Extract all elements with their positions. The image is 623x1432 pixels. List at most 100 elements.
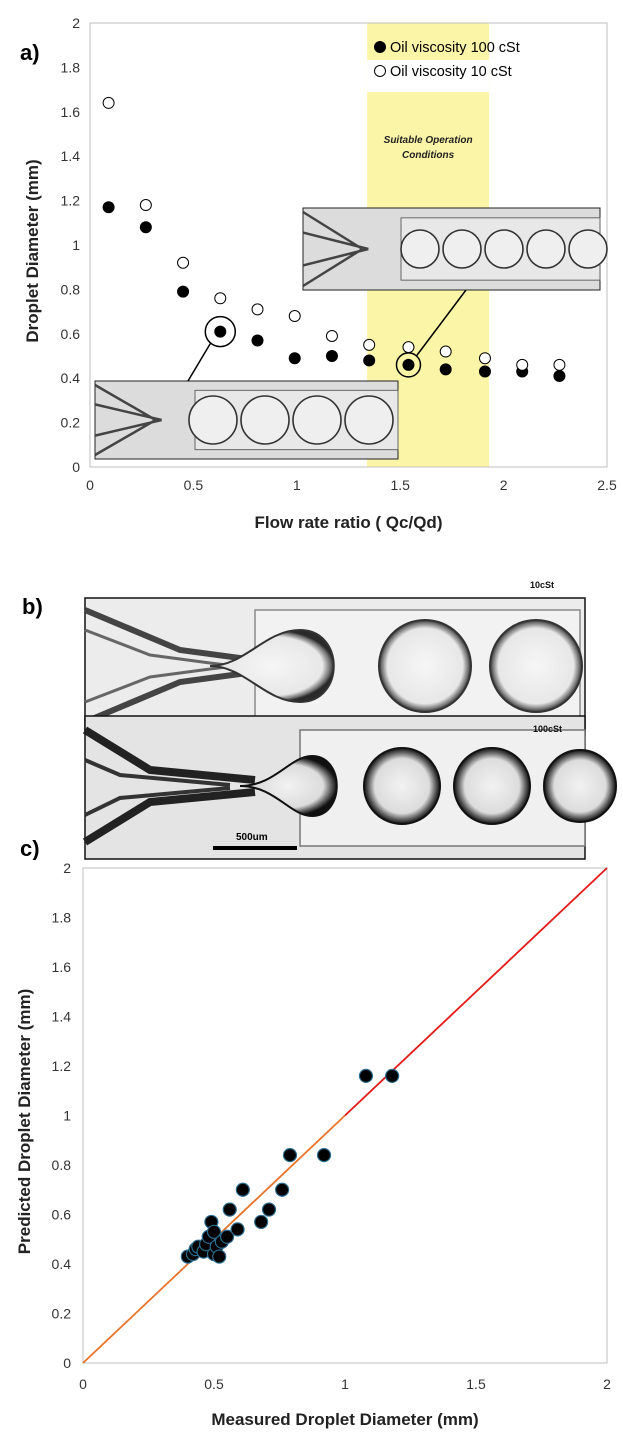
data-point-100cst xyxy=(177,285,190,298)
data-point-100cst xyxy=(139,221,152,234)
y-tick-label: 0 xyxy=(63,1355,71,1371)
data-point-100cst xyxy=(402,358,415,371)
data-point-10cst xyxy=(102,96,115,109)
inset-junction xyxy=(302,210,369,288)
data-point-10cst xyxy=(439,345,452,358)
y-tick-label: 1.6 xyxy=(61,104,81,120)
x-tick-label: 2 xyxy=(500,477,508,493)
y-tick-label: 0 xyxy=(72,459,80,475)
x-tick-label: 1 xyxy=(293,477,301,493)
y-axis-title: Predicted Droplet Diameter (mm) xyxy=(15,989,34,1254)
inset-droplet xyxy=(568,229,608,269)
legend-label: Oil viscosity 10 cSt xyxy=(390,64,512,80)
data-point-10cst xyxy=(478,352,491,365)
panel-label-a: a) xyxy=(20,40,40,65)
y-tick-label: 0.2 xyxy=(52,1306,72,1322)
x-tick-label: 1.5 xyxy=(466,1376,486,1392)
y-tick-label: 1.6 xyxy=(52,959,72,975)
legend-backdrop xyxy=(367,60,490,92)
data-point xyxy=(206,1224,222,1239)
inset-droplet xyxy=(484,229,524,269)
data-point xyxy=(275,1182,290,1197)
data-point-100cst xyxy=(363,354,376,367)
identity-line-upper xyxy=(344,867,608,1117)
x-tick-label: 1 xyxy=(341,1376,349,1392)
data-point-10cst xyxy=(177,256,190,269)
micrograph-panel-b: b) 10cSt 100cSt 500um c) xyxy=(20,580,617,860)
data-point xyxy=(220,1229,235,1244)
inset-droplet xyxy=(240,395,290,445)
label-100cst: 100cSt xyxy=(533,724,562,734)
x-tick-label: 2.5 xyxy=(597,477,617,493)
callout-line xyxy=(415,289,467,357)
x-tick-label: 0.5 xyxy=(204,1376,224,1392)
y-tick-label: 0.4 xyxy=(61,370,81,386)
x-tick-label: 1.5 xyxy=(390,477,410,493)
y-tick-label: 1.8 xyxy=(61,59,81,75)
data-point-100cst xyxy=(288,352,301,365)
y-tick-label: 0.4 xyxy=(52,1256,72,1272)
micrograph-100cst: 100cSt 500um xyxy=(82,715,617,860)
inset-droplet xyxy=(442,229,482,269)
data-point xyxy=(235,1182,250,1197)
data-point xyxy=(230,1222,245,1237)
data-point-100cst xyxy=(325,350,338,362)
data-point-100cst xyxy=(214,325,227,338)
data-point xyxy=(222,1202,237,1217)
y-tick-label: 0.8 xyxy=(61,281,81,297)
data-point xyxy=(254,1214,269,1230)
data-point-100cst xyxy=(553,369,566,382)
y-axis-title: Droplet Diameter (mm) xyxy=(23,159,42,342)
inset-junction xyxy=(94,383,162,457)
inset-droplet xyxy=(526,229,566,269)
data-point-10cst xyxy=(402,341,415,354)
callout-line xyxy=(187,343,211,382)
data-point xyxy=(385,1068,400,1083)
y-tick-label: 1 xyxy=(63,1108,71,1124)
data-point-100cst xyxy=(439,363,452,376)
data-point-10cst xyxy=(325,330,338,343)
x-axis-title: Flow rate ratio ( Qc/Qd) xyxy=(255,513,443,532)
panel-label-b: b) xyxy=(22,594,43,619)
micrograph-inset-100cst xyxy=(94,380,399,460)
data-point xyxy=(212,1249,227,1264)
panel-label-c: c) xyxy=(20,836,40,860)
data-point-100cst xyxy=(251,334,264,347)
y-tick-label: 1.2 xyxy=(61,193,81,209)
y-tick-label: 1 xyxy=(72,237,80,253)
data-point-100cst xyxy=(478,365,491,378)
plot-frame xyxy=(82,867,608,1364)
label-10cst: 10cSt xyxy=(530,580,554,590)
chart-c: 0 0.2 0.4 0.6 0.8 1 1.2 1.4 1.6 1.8 2 0 0.5 1 1.5 2 Meas… xyxy=(15,860,611,1429)
y-tick-label: 2 xyxy=(72,15,80,31)
data-point xyxy=(358,1068,374,1083)
data-point-10cst xyxy=(251,303,264,316)
legend-marker xyxy=(374,65,386,77)
data-point-10cst xyxy=(139,199,152,212)
data-point-10cst xyxy=(363,338,376,351)
data-point-10cst xyxy=(214,292,227,305)
legend-marker xyxy=(374,41,386,53)
data-point-10cst xyxy=(288,310,301,323)
inset-droplet xyxy=(292,395,342,445)
data-point xyxy=(261,1202,277,1217)
x-tick-label: 2 xyxy=(603,1376,611,1392)
callout-ring xyxy=(204,315,237,348)
y-tick-label: 0.6 xyxy=(52,1207,72,1223)
y-tick-label: 2 xyxy=(63,860,71,876)
x-tick-label: 0 xyxy=(86,477,94,493)
micrograph-10cst: 10cSt xyxy=(83,580,586,735)
inset-droplet xyxy=(344,395,394,445)
legend-label: Oil viscosity 100 cSt xyxy=(390,40,520,56)
chart-a: a) 0 0.2 0.4 0.6 0.8 1 1.2 1.4 1.6 1.8 2 0 0.5 1 1.5 2 2… xyxy=(20,15,617,532)
data-point-10cst xyxy=(553,358,566,371)
x-axis-title: Measured Droplet Diameter (mm) xyxy=(211,1410,478,1429)
inset-droplet xyxy=(400,229,440,269)
y-tick-label: 0.2 xyxy=(61,415,81,431)
x-tick-label: 0 xyxy=(79,1376,87,1392)
y-tick-label: 1.2 xyxy=(52,1058,72,1074)
y-tick-label: 0.8 xyxy=(52,1157,72,1173)
y-tick-label: 1.4 xyxy=(61,148,81,164)
data-point-10cst xyxy=(516,358,529,371)
data-point-100cst xyxy=(102,201,115,214)
